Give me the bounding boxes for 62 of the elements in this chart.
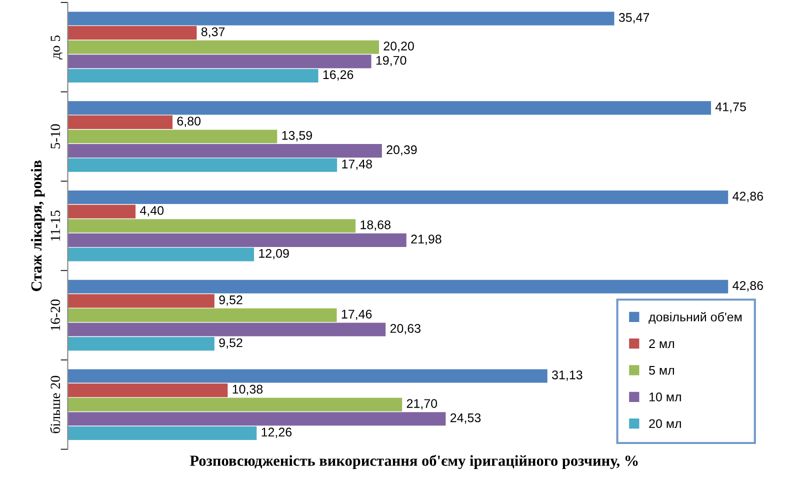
data-label: 9,52 (219, 295, 242, 306)
legend-label: 2 мл (649, 339, 674, 348)
bar (68, 101, 712, 115)
data-label: 4,40 (140, 206, 164, 216)
bar (68, 248, 254, 262)
bar (68, 280, 728, 294)
bar (68, 426, 257, 440)
bar (68, 190, 728, 204)
y-tick-label: до 5 (50, 35, 63, 60)
bar (68, 322, 386, 336)
data-label: 20,20 (384, 42, 414, 52)
bar (68, 40, 379, 54)
bar (68, 204, 136, 218)
bar (68, 412, 446, 426)
data-label: 8,37 (201, 27, 225, 38)
y-tick-label: 5-10 (50, 124, 60, 148)
data-label: 42,86 (732, 281, 764, 292)
data-label: 18,68 (360, 220, 390, 231)
bar (68, 337, 214, 351)
bar (68, 115, 173, 129)
y-tick-label: 11-15 (50, 210, 60, 241)
bar (68, 130, 278, 144)
bar (68, 68, 318, 83)
data-label: 13,59 (282, 131, 312, 142)
bar (68, 12, 614, 26)
data-label: 31,13 (552, 370, 582, 381)
data-label: 19,70 (376, 56, 406, 66)
legend-label: 20 мл (649, 419, 681, 428)
bar (68, 158, 338, 172)
bar (68, 383, 228, 398)
data-label: 21,98 (411, 234, 442, 245)
data-label: 17,46 (342, 310, 372, 320)
bar (68, 369, 548, 383)
data-label: 10,38 (232, 384, 263, 396)
data-label: 12,26 (262, 428, 292, 438)
y-axis-title: Стаж лікаря, років (30, 160, 45, 292)
legend-label: 5 мл (649, 366, 674, 375)
data-label: 20,63 (390, 324, 420, 334)
bar (68, 26, 197, 40)
data-label: 20,39 (386, 145, 417, 156)
data-label: 42,86 (732, 192, 764, 202)
y-tick-label: 16-20 (50, 300, 60, 330)
bar (68, 54, 372, 68)
data-label: 41,75 (715, 102, 746, 113)
bar (68, 398, 402, 412)
bar (68, 219, 356, 233)
data-label: 6,80 (177, 116, 201, 128)
bar (68, 144, 382, 158)
data-label: 16,26 (323, 70, 354, 81)
data-label: 24,53 (450, 413, 481, 424)
data-label: 35,47 (618, 13, 650, 24)
x-axis-title: Розповсюдженість використання об'єму іригаційного розчину, % (190, 454, 638, 470)
data-label: 21,70 (406, 399, 438, 410)
y-tick-label: більше 20 (50, 376, 60, 434)
data-label: 17,48 (342, 160, 372, 170)
bar (68, 294, 214, 308)
data-label: 12,09 (259, 248, 289, 260)
bar (68, 308, 337, 322)
bar (68, 233, 406, 247)
legend-label: 10 мл (649, 392, 681, 402)
legend-label: довільний об'ем (648, 312, 742, 324)
data-label: 9,52 (219, 338, 242, 349)
